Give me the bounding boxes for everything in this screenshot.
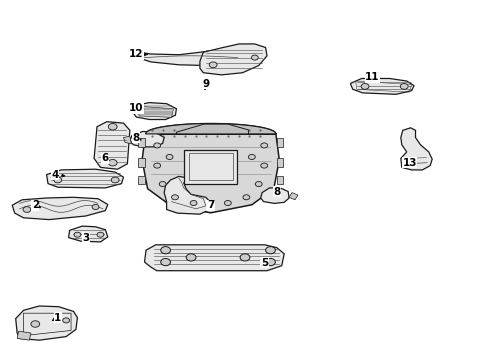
- Circle shape: [63, 318, 70, 323]
- Circle shape: [266, 258, 275, 266]
- Circle shape: [172, 195, 178, 200]
- Text: 8: 8: [274, 186, 281, 197]
- Circle shape: [186, 254, 196, 261]
- Polygon shape: [16, 306, 77, 340]
- Polygon shape: [137, 106, 173, 117]
- Text: 3: 3: [82, 233, 89, 243]
- Circle shape: [261, 163, 268, 168]
- Polygon shape: [277, 138, 283, 147]
- Polygon shape: [94, 122, 130, 169]
- Text: 2: 2: [32, 200, 41, 210]
- Polygon shape: [138, 138, 145, 147]
- Circle shape: [97, 232, 104, 237]
- Circle shape: [111, 177, 119, 183]
- Polygon shape: [350, 78, 414, 94]
- Polygon shape: [142, 123, 279, 213]
- Text: 4: 4: [51, 170, 65, 180]
- Polygon shape: [261, 188, 289, 203]
- Circle shape: [243, 195, 250, 200]
- Circle shape: [361, 84, 369, 89]
- Text: 10: 10: [129, 103, 144, 113]
- Polygon shape: [277, 158, 283, 167]
- Polygon shape: [138, 158, 145, 167]
- Text: 13: 13: [402, 158, 417, 168]
- Circle shape: [54, 177, 62, 183]
- Circle shape: [108, 159, 117, 166]
- Polygon shape: [146, 123, 276, 134]
- Circle shape: [161, 258, 171, 266]
- Circle shape: [154, 163, 161, 168]
- Circle shape: [266, 247, 275, 254]
- Polygon shape: [131, 103, 176, 120]
- Text: 9: 9: [202, 78, 209, 90]
- Polygon shape: [200, 44, 267, 75]
- Text: 12: 12: [129, 49, 147, 59]
- Text: 7: 7: [206, 200, 215, 210]
- Circle shape: [190, 201, 197, 206]
- Circle shape: [108, 123, 117, 130]
- Circle shape: [161, 247, 171, 254]
- Circle shape: [255, 181, 262, 186]
- Circle shape: [224, 201, 231, 206]
- Polygon shape: [130, 131, 164, 147]
- Polygon shape: [138, 176, 145, 184]
- Circle shape: [74, 232, 81, 237]
- Text: 11: 11: [365, 72, 380, 82]
- Circle shape: [261, 143, 268, 148]
- Polygon shape: [277, 176, 283, 184]
- Polygon shape: [401, 128, 432, 170]
- Circle shape: [240, 254, 250, 261]
- Circle shape: [23, 207, 31, 212]
- FancyBboxPatch shape: [184, 150, 237, 184]
- Polygon shape: [145, 245, 284, 271]
- Polygon shape: [289, 193, 298, 200]
- Circle shape: [400, 84, 408, 89]
- Polygon shape: [69, 226, 108, 242]
- Circle shape: [92, 204, 99, 210]
- Circle shape: [209, 62, 217, 68]
- Text: 5: 5: [260, 258, 268, 268]
- Polygon shape: [17, 331, 31, 340]
- Circle shape: [248, 154, 255, 159]
- Polygon shape: [176, 124, 248, 134]
- Circle shape: [31, 321, 40, 327]
- Circle shape: [159, 181, 166, 186]
- Circle shape: [154, 143, 161, 148]
- Text: 6: 6: [102, 153, 109, 163]
- Polygon shape: [138, 49, 243, 66]
- Text: 8: 8: [133, 132, 141, 143]
- Polygon shape: [164, 176, 212, 214]
- Text: 1: 1: [52, 312, 61, 323]
- Polygon shape: [12, 197, 108, 220]
- Polygon shape: [47, 169, 123, 188]
- Circle shape: [251, 55, 258, 60]
- Polygon shape: [123, 136, 131, 144]
- Circle shape: [166, 154, 173, 159]
